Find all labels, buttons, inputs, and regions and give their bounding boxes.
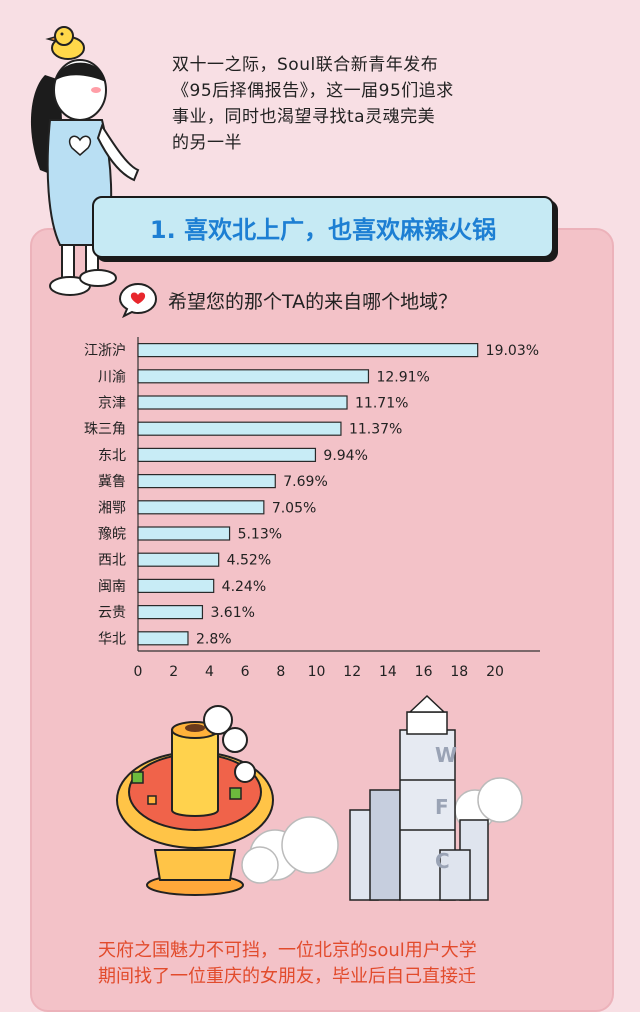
bar (137, 395, 348, 410)
category-label: 冀鲁 (98, 474, 126, 490)
bar (137, 631, 189, 646)
intro-line-2: 《95后择偶报告》，这一届95们追求 (172, 81, 454, 101)
intro-line-3: 事业，同时也渴望寻找ta灵魂完美 (172, 107, 436, 127)
x-tick-label: 14 (379, 664, 397, 680)
value-label: 4.52% (227, 553, 271, 569)
x-tick-label: 10 (308, 664, 326, 680)
question-text: 希望您的那个TA的来自哪个地域？ (168, 290, 458, 313)
category-label: 京津 (98, 396, 126, 412)
story-paragraph: 天府之国魅力不可挡，一位北京的soul用户大学 期间找了一位重庆的女朋友，毕业后… (98, 938, 598, 990)
value-label: 2.8% (196, 631, 232, 647)
bar (137, 552, 220, 567)
x-tick-label: 20 (486, 664, 504, 680)
bar (137, 369, 370, 384)
value-label: 12.91% (376, 369, 429, 385)
bar (137, 474, 276, 489)
story-line-2: 期间找了一位重庆的女朋友，毕业后自己直接迁 (98, 966, 476, 987)
category-label: 华北 (98, 631, 126, 647)
bar (137, 343, 479, 358)
x-tick-label: 16 (415, 664, 433, 680)
value-label: 11.71% (355, 396, 408, 412)
value-label: 3.61% (210, 605, 254, 621)
section-title: 1. 喜欢北上广，也喜欢麻辣火锅 (149, 215, 497, 244)
category-label: 豫皖 (98, 527, 126, 543)
value-label: 5.13% (238, 527, 282, 543)
region-bar-chart: 江浙沪 19.03% 川渝 12.91% 京津 11.71% 珠三角 11.37% 东北 9.94… (84, 337, 540, 680)
value-label: 7.69% (283, 474, 327, 490)
hotpot-illustration (116, 705, 274, 896)
category-label: 闽南 (98, 579, 126, 595)
value-label: 11.37% (349, 422, 402, 438)
bar (137, 578, 215, 594)
question-header: 希望您的那个TA的来自哪个地域？ (118, 280, 457, 320)
tower-letter-w: W (435, 743, 457, 767)
tower-letter-c: C (435, 849, 450, 873)
category-label: 川渝 (98, 369, 126, 385)
category-label: 湘鄂 (98, 500, 126, 516)
intro-paragraph: 双十一之际，Soul联合新青年发布 《95后择偶报告》，这一届95们追求 事业，… (172, 52, 502, 156)
x-tick-label: 0 (134, 664, 143, 680)
intro-line-4: 的另一半 (172, 133, 242, 153)
value-label: 7.05% (272, 500, 316, 516)
bar (137, 526, 231, 541)
story-line-1: 天府之国魅力不可挡，一位北京的soul用户大学 (98, 940, 477, 961)
value-label: 4.24% (222, 579, 266, 595)
category-label: 东北 (98, 448, 126, 464)
tower-letter-f: F (435, 795, 449, 819)
x-tick-label: 2 (169, 664, 178, 680)
bar (137, 500, 265, 515)
bar (137, 447, 317, 462)
x-tick-label: 8 (276, 664, 285, 680)
section-title-banner: 1. 喜欢北上广，也喜欢麻辣火锅 (92, 196, 554, 258)
category-label: 西北 (98, 553, 126, 569)
x-tick-label: 18 (450, 664, 468, 680)
bar (137, 421, 342, 436)
bar (137, 604, 204, 620)
wfc-tower-illustration: W F C (241, 694, 523, 901)
intro-line-1: 双十一之际，Soul联合新青年发布 (172, 55, 439, 75)
x-tick-label: 6 (241, 664, 250, 680)
category-label: 珠三角 (84, 422, 126, 438)
value-label: 9.94% (323, 448, 367, 464)
x-tick-label: 12 (343, 664, 361, 680)
x-tick-label: 4 (205, 664, 214, 680)
category-label: 云贵 (98, 605, 126, 621)
heart-speech-bubble-icon (118, 282, 158, 318)
value-label: 19.03% (486, 343, 539, 359)
content-card (30, 228, 614, 1012)
category-label: 江浙沪 (84, 343, 126, 359)
